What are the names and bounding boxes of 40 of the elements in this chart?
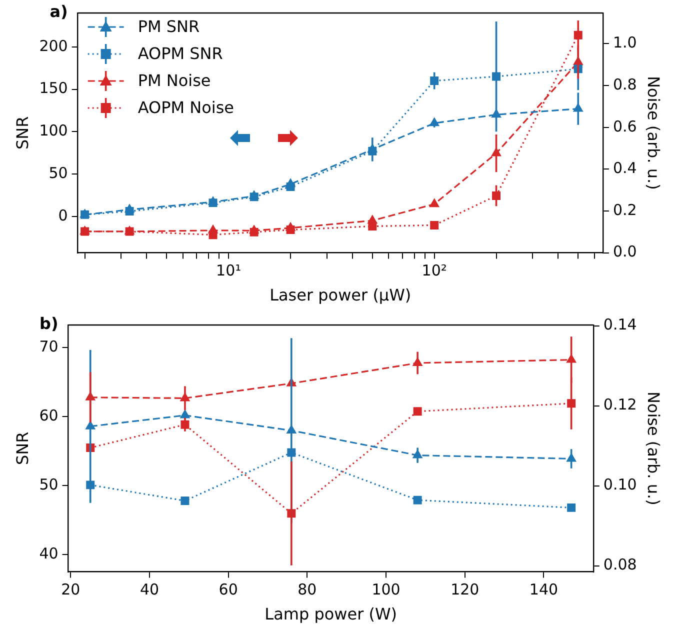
legend-label: PM SNR [138, 17, 200, 36]
y2-tick-label: 1.0 [612, 34, 637, 52]
x-tick-label: 120 [450, 580, 480, 599]
y-axis-title: SNR [12, 432, 32, 466]
y2-tick-label: 0.0 [612, 242, 637, 261]
legend-label: AOPM Noise [138, 98, 234, 118]
y2-axis-title: Noise (arb. u.) [644, 391, 664, 506]
x-tick-label: 60 [218, 580, 238, 599]
y2-axis-title: Noise (arb. u.) [644, 76, 664, 190]
x-tick-label: 80 [298, 580, 317, 599]
legend-label: AOPM SNR [138, 44, 223, 64]
y2-tick-label: 0.8 [612, 75, 637, 94]
x-tick-label: 10² [422, 262, 447, 280]
x-tick-label: 10¹ [216, 262, 242, 280]
y-tick-label: 150 [39, 79, 68, 98]
x-axis-title: Lamp power (W) [264, 604, 398, 624]
y2-tick-label: 0.4 [612, 159, 637, 178]
y2-tick-label: 0.14 [603, 316, 637, 334]
x-tick-label: 40 [140, 580, 160, 599]
x-tick-label: 20 [61, 580, 80, 599]
y-tick-label: 200 [39, 36, 68, 55]
y-tick-label: 0 [58, 206, 68, 224]
x-axis-title: Laser power (μW) [270, 286, 412, 305]
legend-label: PM Noise [138, 71, 211, 90]
y-axis-title: SNR [12, 116, 32, 150]
x-tick-label: 140 [529, 580, 558, 599]
y2-tick-label: 0.12 [603, 396, 637, 414]
y2-tick-label: 0.6 [612, 117, 637, 136]
y2-tick-label: 0.08 [603, 556, 637, 574]
y-tick-label: 70 [39, 338, 58, 356]
chart-title: b) [40, 314, 58, 334]
x-tick-label: 100 [372, 580, 400, 599]
y-tick-label: 60 [39, 406, 58, 425]
y2-tick-label: 0.10 [603, 476, 637, 494]
y-tick-label: 100 [39, 122, 68, 140]
y2-tick-label: 0.2 [612, 200, 637, 219]
y-tick-label: 50 [48, 164, 68, 182]
chart-title: a) [50, 2, 68, 22]
y-tick-label: 50 [39, 476, 58, 494]
y-tick-label: 40 [39, 544, 58, 562]
